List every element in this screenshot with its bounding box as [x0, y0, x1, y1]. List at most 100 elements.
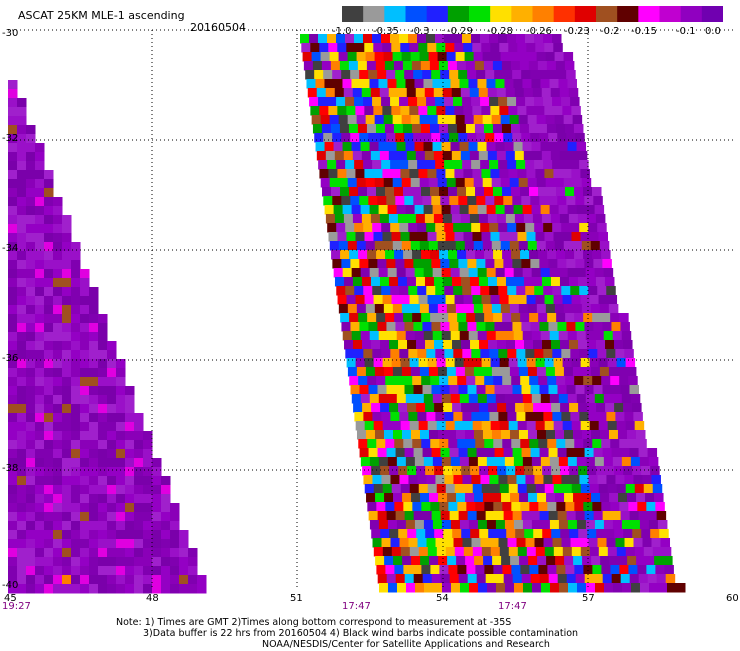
swath-cell — [71, 341, 81, 351]
swath-cell — [588, 475, 598, 485]
swath-cell — [554, 52, 565, 62]
swath-cell — [8, 314, 18, 324]
swath-cell — [597, 223, 607, 233]
swath-cell — [107, 575, 117, 585]
swath-cell — [553, 358, 564, 368]
swath-cell — [572, 241, 583, 251]
swath-cell — [431, 322, 441, 332]
swath-cell — [387, 79, 397, 89]
swath-cell — [342, 142, 353, 152]
swath-cell — [394, 250, 404, 260]
lon-tick-label: 48 — [146, 593, 159, 604]
swath-cell — [603, 520, 614, 530]
swath-cell — [441, 205, 452, 215]
swath-cell — [8, 224, 18, 234]
swath-cell — [601, 376, 611, 386]
swath-cell — [403, 187, 413, 197]
swath-cell — [26, 134, 36, 144]
swath-cell — [394, 565, 404, 575]
swath-cell — [53, 530, 63, 540]
swath-cell — [351, 394, 362, 404]
swath-cell — [89, 341, 99, 351]
swath-cell — [35, 422, 45, 432]
swath-cell — [534, 34, 544, 44]
swath-cell — [543, 412, 553, 422]
swath-cell — [621, 331, 632, 341]
swath-cell — [374, 304, 385, 314]
swath-cell — [492, 124, 503, 134]
swath-cell — [450, 205, 461, 215]
swath-cell — [522, 394, 533, 404]
swath-cell — [116, 557, 126, 567]
swath-cell — [35, 170, 45, 180]
swath-cell — [615, 349, 625, 359]
swath-cell — [89, 521, 99, 531]
swath-cell — [481, 547, 492, 557]
swath-cell — [562, 295, 573, 305]
swath-cell — [315, 79, 325, 89]
swath-cell — [381, 412, 391, 422]
swath-cell — [425, 403, 435, 413]
swath-cell — [350, 322, 360, 332]
swath-cell — [44, 278, 54, 288]
swath-cell — [595, 277, 606, 287]
swath-cell — [343, 277, 354, 287]
swath-cell — [450, 520, 461, 530]
swath-cell — [44, 341, 54, 351]
swath-cell — [430, 502, 440, 512]
swath-cell — [98, 413, 108, 423]
swath-cell — [62, 404, 72, 414]
swath-cell — [446, 115, 457, 125]
swath-cell — [341, 322, 351, 332]
swath-cell — [664, 565, 674, 575]
swath-cell — [557, 448, 568, 458]
swath-cell — [378, 457, 389, 467]
swath-cell — [418, 358, 429, 368]
swath-cell — [473, 115, 484, 125]
swath-cell — [35, 503, 45, 513]
swath-cell — [534, 223, 544, 233]
swath-cell — [152, 584, 162, 594]
swath-cell — [445, 484, 456, 494]
swath-cell — [35, 341, 45, 351]
swath-cell — [441, 79, 451, 89]
swath-cell — [62, 296, 72, 306]
swath-cell — [393, 493, 403, 503]
swath-cell — [440, 196, 450, 206]
swath-cell — [8, 350, 18, 360]
swath-cell — [463, 295, 474, 305]
swath-cell — [368, 385, 379, 395]
swath-cell — [17, 206, 27, 216]
swath-cell — [453, 475, 463, 485]
swath-cell — [377, 196, 387, 206]
swath-cell — [71, 512, 81, 522]
swath-cell — [553, 295, 564, 305]
swath-cell — [383, 115, 394, 125]
swath-cell — [419, 367, 430, 377]
colorbar-swatch — [342, 6, 364, 22]
swath-cell — [360, 205, 371, 215]
swath-cell — [359, 133, 369, 143]
swath-cell — [391, 169, 401, 179]
swath-cell — [346, 358, 357, 368]
swath-cell — [562, 106, 572, 116]
swath-cell — [509, 367, 520, 377]
swath-cell — [342, 331, 353, 341]
swath-cell — [488, 466, 498, 476]
swath-cell — [635, 430, 646, 440]
swath-cell — [497, 529, 507, 539]
swath-cell — [89, 494, 99, 504]
swath-cell — [421, 439, 431, 449]
swath-cell — [571, 295, 582, 305]
swath-cell — [8, 206, 18, 216]
swath-cell — [468, 79, 478, 89]
swath-cell — [538, 565, 548, 575]
swath-cell — [482, 367, 493, 377]
swath-cell — [460, 214, 471, 224]
swath-cell — [587, 403, 597, 413]
swath-cell — [585, 520, 596, 530]
swath-cell — [378, 583, 389, 593]
swath-cell — [457, 313, 467, 323]
swath-cell — [463, 106, 473, 116]
swath-cell — [340, 250, 350, 260]
